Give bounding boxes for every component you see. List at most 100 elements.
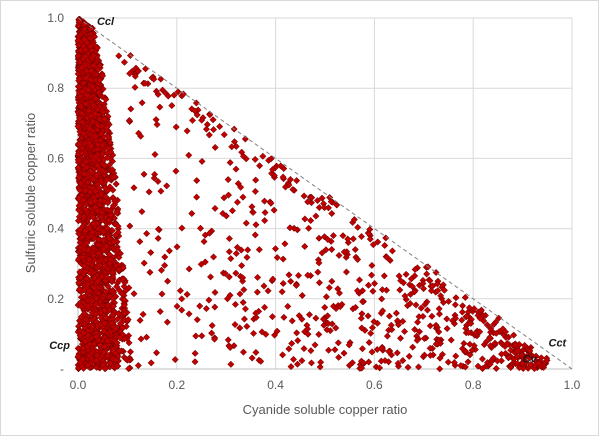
data-point — [80, 130, 88, 138]
data-point — [116, 320, 125, 328]
data-point — [94, 225, 102, 233]
data-point — [102, 288, 110, 296]
data-point — [92, 333, 100, 341]
data-point — [320, 204, 329, 212]
data-point — [370, 279, 379, 288]
data-point — [324, 312, 332, 320]
data-point — [108, 277, 116, 285]
data-point — [415, 328, 424, 336]
data-point — [534, 359, 543, 367]
data-point — [83, 274, 91, 282]
data-point — [353, 287, 361, 295]
data-point — [335, 251, 343, 259]
data-point — [393, 317, 402, 325]
data-point — [80, 245, 88, 254]
data-point — [136, 316, 144, 324]
data-point — [103, 123, 111, 131]
data-point — [76, 239, 84, 247]
data-point — [89, 118, 97, 126]
data-point — [126, 348, 135, 356]
data-point — [99, 361, 107, 369]
data-point — [89, 323, 97, 331]
data-point — [252, 221, 260, 229]
data-point — [97, 178, 105, 186]
data-point — [198, 116, 206, 124]
data-point — [261, 217, 269, 225]
data-point — [465, 304, 473, 312]
data-point — [300, 192, 308, 200]
data-point — [461, 363, 469, 371]
data-point — [93, 207, 102, 215]
data-point — [135, 129, 143, 137]
data-point — [109, 186, 117, 194]
data-point — [417, 304, 425, 312]
data-point — [411, 325, 419, 334]
x-tick-label: 0.0 — [70, 378, 87, 392]
data-point — [140, 259, 148, 267]
data-point — [90, 256, 98, 264]
data-point — [108, 268, 117, 277]
data-point — [426, 351, 434, 359]
data-point — [176, 287, 184, 295]
data-point — [414, 318, 422, 326]
data-point — [388, 326, 396, 334]
data-point — [466, 340, 474, 348]
data-point — [92, 95, 100, 103]
data-point — [238, 262, 246, 270]
data-point — [378, 344, 386, 352]
data-point — [492, 318, 500, 326]
data-point — [92, 363, 100, 371]
data-point — [322, 293, 330, 301]
data-point — [116, 334, 124, 342]
data-point — [373, 345, 381, 354]
data-point — [435, 310, 444, 318]
data-point — [377, 357, 385, 365]
x-tick-label: 0.4 — [267, 378, 284, 392]
data-point — [440, 286, 448, 294]
data-point — [113, 339, 121, 347]
data-point — [223, 295, 232, 303]
data-point — [420, 351, 428, 359]
data-point — [105, 216, 113, 224]
data-point — [279, 279, 287, 288]
data-point — [210, 335, 219, 343]
data-point — [369, 287, 377, 295]
data-point — [444, 297, 453, 305]
data-point — [97, 308, 105, 317]
data-point — [307, 347, 315, 355]
data-point — [164, 92, 172, 100]
data-point — [411, 265, 419, 274]
data-point — [93, 277, 101, 286]
data-point — [406, 300, 414, 308]
data-point — [93, 172, 101, 180]
data-point — [432, 321, 440, 329]
data-point — [104, 337, 112, 345]
data-point — [434, 287, 442, 295]
data-point — [96, 76, 104, 84]
data-point — [243, 322, 251, 330]
data-point — [461, 293, 469, 302]
data-point — [315, 259, 323, 267]
data-point — [161, 261, 169, 269]
data-point — [224, 191, 233, 199]
data-point — [378, 295, 386, 303]
data-point — [179, 90, 187, 98]
data-point — [208, 329, 216, 337]
data-point — [206, 273, 215, 281]
data-point — [225, 248, 233, 256]
data-point — [106, 259, 114, 268]
data-point — [486, 333, 494, 342]
data-point — [368, 261, 376, 270]
data-point — [102, 313, 110, 322]
data-point — [209, 253, 218, 261]
data-point — [419, 279, 427, 288]
data-point — [242, 219, 250, 227]
data-point — [286, 175, 295, 184]
data-point — [314, 268, 322, 276]
annotation-ccp: Ccp — [49, 340, 70, 352]
data-point — [233, 198, 241, 206]
data-point — [163, 318, 171, 326]
data-point — [76, 18, 84, 26]
data-point — [108, 227, 116, 235]
data-point — [349, 235, 357, 243]
